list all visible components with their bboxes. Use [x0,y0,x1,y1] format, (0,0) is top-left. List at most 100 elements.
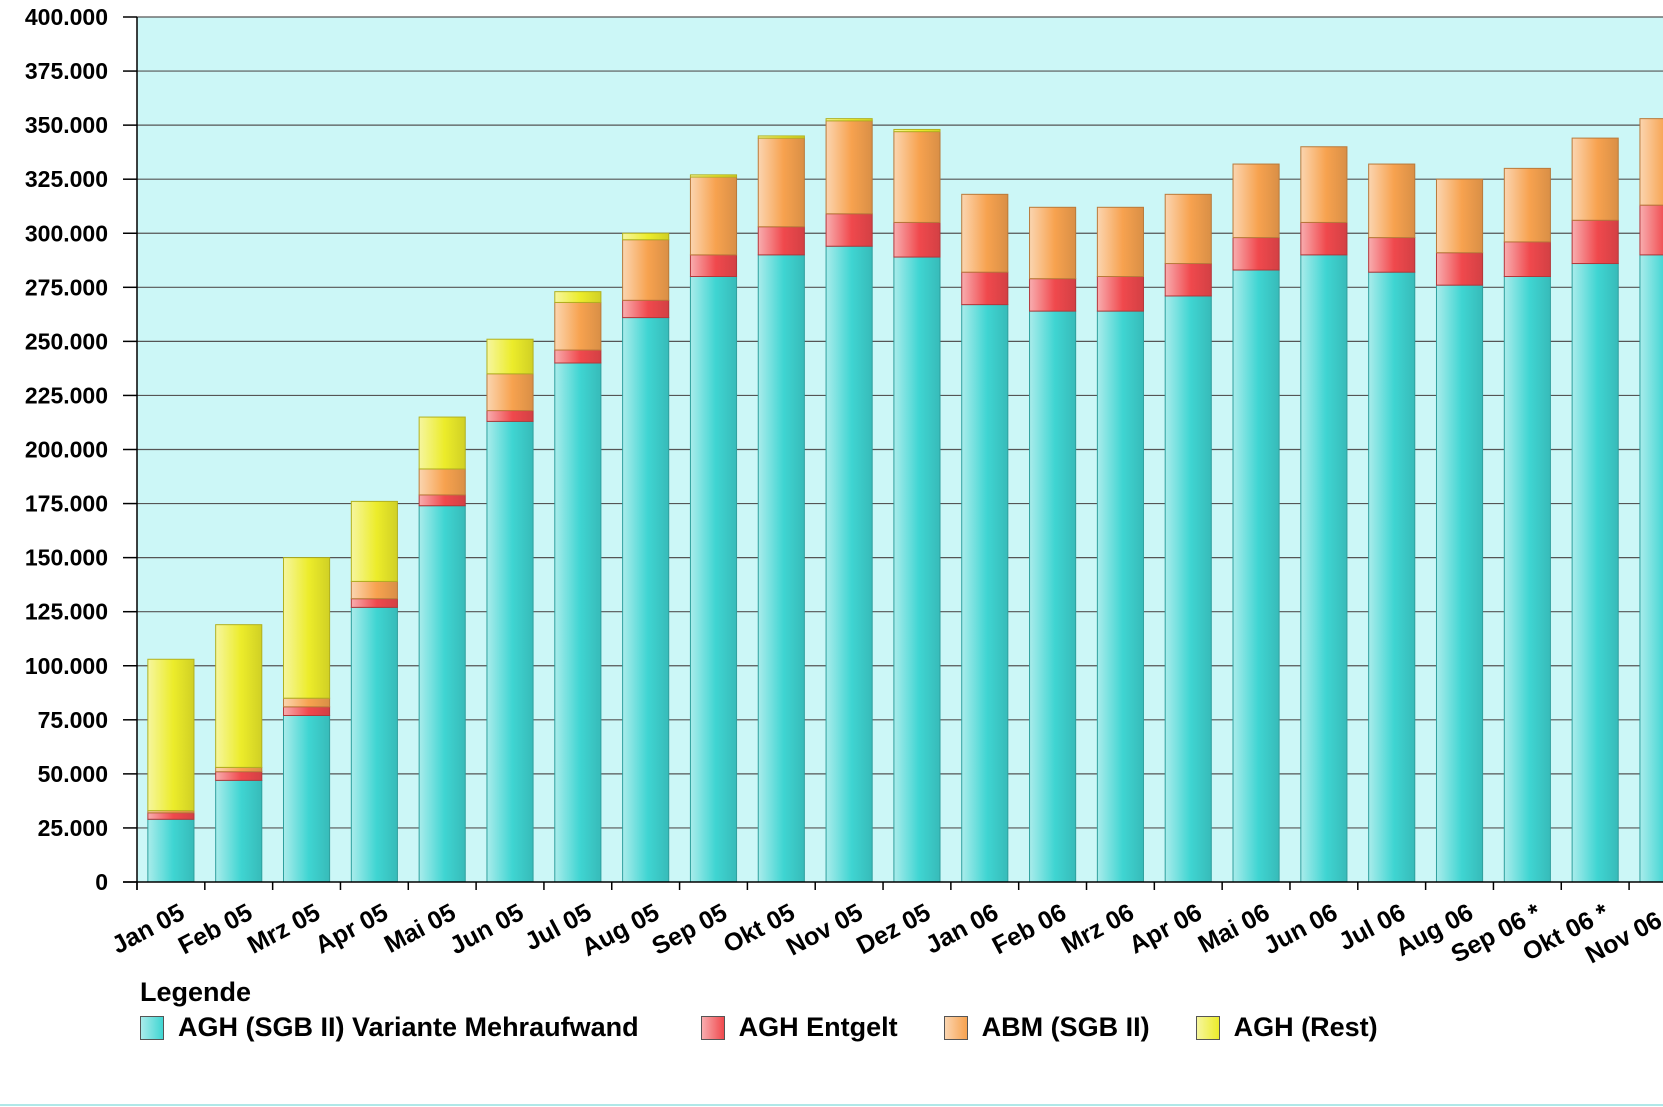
bar-segment [1164,263,1212,297]
bar-segment [757,254,805,883]
bar-segment [689,276,738,883]
y-tick-label: 400.000 [25,4,108,30]
y-tick-label: 75.000 [38,707,108,733]
bar-segment [689,174,738,178]
x-tick-label: Aug 05 [577,898,664,962]
bar-segment [418,505,466,883]
bar-segment [1164,193,1212,265]
legend-title: Legende [140,977,252,1007]
bar-segment [418,494,466,507]
x-tick-label: Apr 05 [311,898,393,959]
y-tick-label: 100.000 [25,653,108,679]
bar-segment [1029,278,1077,312]
bar-segment [1232,163,1280,239]
bar-segment [1096,206,1144,277]
bar-segment [486,420,534,883]
stacked-bar-chart: 0 25.000 50.000 75.000 100.000 125.000 150.000… [25,4,1663,969]
x-tick-label: Feb 05 [174,898,257,960]
bar-segment [554,362,602,883]
bar-segment [1368,163,1416,239]
y-tick-label: 275.000 [25,274,108,300]
y-tick-label: 25.000 [38,815,108,841]
bar-segment [215,624,263,768]
bar-segment [350,580,398,600]
legend-item-agh-entgelt: AGH Entgelt [700,1012,898,1043]
bar-segment [147,818,195,883]
bar-segment [1368,271,1416,883]
y-tick-label: 200.000 [25,437,108,463]
y-tick-label: 300.000 [25,220,108,246]
bar-segment [689,254,738,277]
bar-segment [418,416,466,470]
bar-segment [1503,241,1551,277]
bar-segment [282,706,331,716]
x-tick-label: Jan 05 [107,898,189,959]
bar-segment [554,349,602,364]
bar-segment [825,118,873,122]
x-tick-label: Jun 05 [445,898,528,960]
bar-segment [961,304,1009,883]
bar-segment [282,697,331,708]
x-tick-label: Jan 06 [921,898,1003,959]
x-tick-label: Sep 05 [647,898,731,961]
bar-segment [1232,237,1280,271]
bar-segment [1571,263,1619,883]
legend-item-agh-mehraufwand: AGH (SGB II) Variante Mehraufwand [140,1012,639,1043]
bar-segment [1503,276,1551,883]
x-tick-label: Jun 06 [1259,898,1342,960]
bar-segment [622,299,670,319]
bar-segment [1571,219,1619,265]
bar-segment [350,500,398,582]
bar-segment [554,301,602,351]
bar-segment [1639,204,1663,256]
bar-segment [215,779,263,883]
y-tick-label: 350.000 [25,112,108,138]
bar-segment [282,714,331,883]
x-tick-label: Mrz 05 [243,898,325,959]
bar-segment [961,271,1009,306]
y-tick-label: 0 [95,869,108,895]
bar-segment [622,317,670,883]
legend-item-abm: ABM (SGB II) [943,1012,1150,1043]
bar-segment [757,135,805,139]
bar-segment [1639,254,1663,883]
bar-segment [893,131,941,223]
y-tick-label: 50.000 [38,761,108,787]
x-tick-label: Mrz 06 [1057,898,1139,959]
legend-swatch-agh-rest [1195,1015,1220,1040]
legend: Legende AGH (SGB II) Variante Mehraufwan… [140,977,1378,1043]
y-tick-label: 175.000 [25,491,108,517]
y-tick-label: 375.000 [25,58,108,84]
bar-segment [147,658,195,812]
bar-segment [554,291,602,303]
bar-segment [147,812,195,820]
axes [123,16,1663,890]
bar-segment [1029,206,1077,280]
bar-segment [486,338,534,375]
bar-segment [1232,269,1280,883]
bars [147,118,1663,883]
bar-segment [1164,295,1212,883]
legend-label-abm: ABM (SGB II) [981,1012,1150,1042]
bar-segment [1096,310,1144,883]
bottom-divider [0,1104,1663,1106]
bar-segment [893,221,941,258]
legend-items: AGH (SGB II) Variante Mehraufwand AGH En… [140,1012,1378,1043]
bar-segment [622,239,670,301]
x-tick-label: Dez 05 [852,898,935,960]
legend-swatch-agh-mehraufwand [140,1015,164,1040]
x-tick-label: Nov 05 [782,898,868,961]
bar-segment [1571,137,1619,221]
bar-segment [1503,167,1551,243]
bar-segment [486,410,534,422]
bar-segment [622,232,670,241]
y-tick-label: 250.000 [25,328,108,354]
y-tick-label: 125.000 [25,599,108,625]
legend-label-agh-entgelt: AGH Entgelt [738,1012,898,1042]
bar-segment [486,373,534,412]
y-tick-label: 150.000 [25,545,108,571]
legend-swatch-agh-entgelt [700,1015,725,1040]
bar-segment [1435,284,1484,883]
legend-label-agh-rest: AGH (Rest) [1233,1012,1378,1042]
bar-segment [893,256,941,883]
